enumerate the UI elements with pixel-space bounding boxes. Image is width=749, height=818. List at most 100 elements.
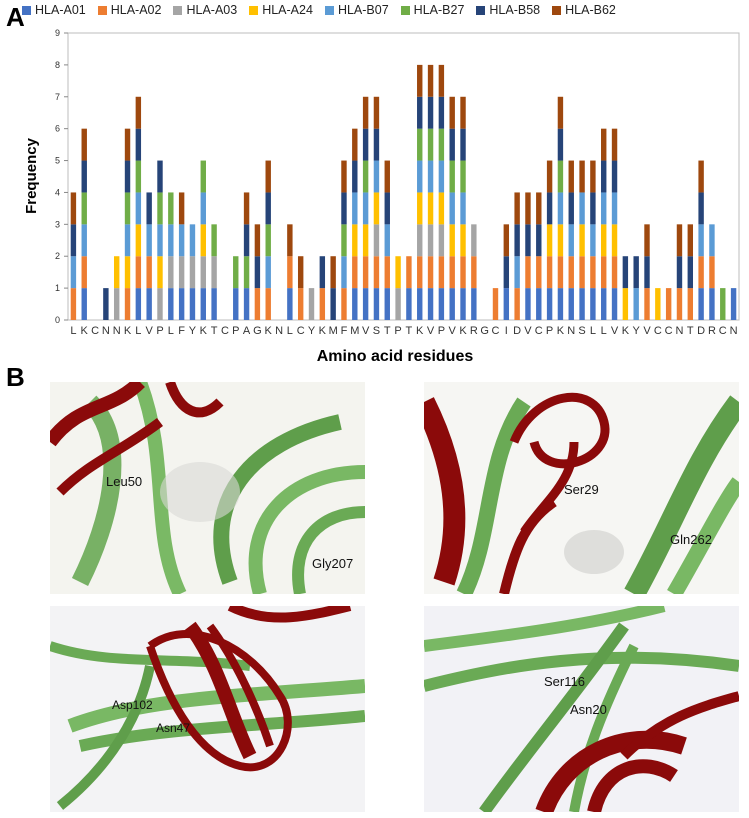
bar-segment [373,96,380,129]
bar-segment [525,288,531,320]
bar-segment [427,96,434,129]
bar-segment [189,288,196,320]
x-tick-label: L [287,325,293,337]
bar-segment [622,288,629,320]
bar-segment [579,160,585,193]
bar-segment [352,128,358,161]
legend-item: HLA-A02 [97,3,161,17]
bar-segment [590,256,596,289]
bar-segment [124,160,131,193]
bar-segment [449,128,455,161]
legend-swatch [324,5,334,15]
bar-segment [352,160,358,193]
residue-label: Asn47 [156,721,190,735]
x-tick-label: K [200,325,208,337]
x-tick-label: R [708,325,716,337]
bar-segment [265,192,271,225]
bar-segment [438,192,445,225]
legend-swatch [400,5,410,15]
y-tick-label: 3 [55,219,60,229]
bar-segment [698,224,704,257]
y-tick-label: 8 [55,60,60,70]
bar-segment [384,224,390,257]
bar-segment [243,256,250,289]
x-tick-label: N [730,325,738,337]
bar-segment [384,192,390,225]
bar-segment [341,192,347,225]
bar-segment [341,256,347,289]
bar-segment [503,288,510,320]
bar-segment [233,256,239,289]
x-tick-label: S [373,325,380,337]
x-tick-label: L [168,325,174,337]
bar-segment [687,224,694,257]
bar-segment [384,160,390,193]
x-tick-label: P [394,325,401,337]
bar-segment [341,224,347,257]
bar-segment [449,192,455,225]
structure-view-2: Ser29 Gln262 [424,382,739,594]
bar-segment [243,288,250,320]
bar-segment [373,224,380,257]
bar-segment [189,224,196,257]
bar-segment [103,288,109,320]
bar-segment [427,192,434,225]
bar-segment [449,288,455,320]
x-tick-label: S [578,325,585,337]
bar-segment [417,96,423,129]
bar-segment [546,256,553,289]
residue-label: Ser29 [564,482,599,497]
legend-label: HLA-A24 [262,3,313,17]
bar-segment [687,288,694,320]
bar-segment [243,224,250,257]
residue-label: Leu50 [106,474,142,489]
bar-segment [319,288,326,320]
x-tick-label: C [297,325,305,337]
bar-segment [698,192,704,225]
x-axis-label: Amino acid residues [317,348,474,365]
y-tick-label: 4 [55,187,60,197]
bar-segment [178,192,185,225]
bar-segment [438,256,445,289]
bar-segment [384,288,390,320]
bar-segment [536,192,542,225]
structure-view-3: Asp102 Asn47 [50,606,365,812]
bar-segment [417,256,423,289]
bar-segment [601,192,607,225]
x-tick-label: N [275,325,283,337]
x-tick-label: N [102,325,110,337]
legend-item: HLA-B62 [552,3,616,17]
legend-label: HLA-B27 [413,3,465,17]
bar-segment [319,256,326,289]
bar-segment [557,224,564,257]
bar-segment [557,192,564,225]
bar-segment [687,256,694,289]
x-tick-label: M [350,325,359,337]
bar-segment [81,256,87,289]
x-tick-label: K [557,325,565,337]
bar-segment [460,256,466,289]
x-tick-label: V [611,325,619,337]
bar-segment [70,256,77,289]
y-tick-label: 0 [55,315,60,325]
bar-segment [546,160,553,193]
bar-segment [308,288,315,320]
bar-segment [427,160,434,193]
x-tick-label: C [719,325,727,337]
bar-segment [557,128,564,161]
bar-segment [568,160,574,193]
x-tick-label: P [546,325,553,337]
x-tick-label: L [590,325,596,337]
bar-segment [601,128,607,161]
bar-segment [655,288,661,320]
bar-segment [579,192,585,225]
bar-segment [568,288,574,320]
bar-segment [200,256,206,289]
plot-frame [67,32,740,321]
x-tick-label: N [675,325,683,337]
bar-segment [536,224,542,257]
structure-view-1: Leu50 Gly207 [50,382,365,594]
y-tick-label: 2 [55,251,60,261]
bar-segment [709,288,715,320]
